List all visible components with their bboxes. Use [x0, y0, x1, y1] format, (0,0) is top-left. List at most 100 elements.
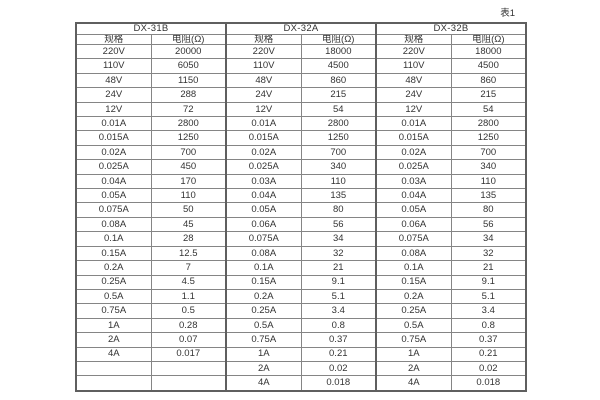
table-row: 0.25A 4.5 0.15A 9.1 0.15A 9.1 — [75, 274, 527, 290]
resistance-column-header: 电阻(Ω) — [300, 33, 377, 45]
table-row: 0.15A 12.5 0.08A 32 0.08A 32 — [75, 245, 527, 262]
resistance-cell: 0.21 — [300, 346, 377, 362]
spec-cell: 0.25A — [225, 303, 302, 319]
spec-cell: 0.05A — [225, 202, 302, 218]
resistance-cell: 700 — [450, 144, 527, 161]
resistance-cell: 4500 — [450, 58, 527, 74]
resistance-cell: 56 — [300, 216, 377, 233]
resistance-cell: 135 — [300, 188, 377, 204]
resistance-cell: 0.5 — [150, 303, 227, 319]
spec-cell: 0.75A — [225, 332, 302, 348]
spec-cell: 0.5A — [375, 317, 452, 334]
spec-cell: 0.2A — [225, 288, 302, 305]
spec-cell: 0.05A — [375, 202, 452, 218]
table-row: 0.01A 2800 0.01A 2800 0.01A 2800 — [75, 116, 527, 132]
spec-cell: 110V — [225, 58, 302, 74]
resistance-cell: 700 — [300, 144, 377, 161]
resistance-cell: 6050 — [150, 58, 227, 74]
resistance-cell: 700 — [150, 144, 227, 161]
spec-cell: 0.03A — [375, 173, 452, 190]
spec-cell: 24V — [375, 87, 452, 103]
spec-cell: 0.03A — [225, 173, 302, 190]
table-row: 0.02A 700 0.02A 700 0.02A 700 — [75, 144, 527, 161]
spec-cell: 0.015A — [375, 130, 452, 146]
resistance-cell: 0.017 — [150, 346, 227, 362]
resistance-cell: 34 — [300, 231, 377, 247]
spec-cell: 2A — [375, 360, 452, 377]
table-row: 0.04A 170 0.03A 110 0.03A 110 — [75, 173, 527, 190]
resistance-cell: 340 — [300, 159, 377, 175]
spec-cell: 2A — [75, 332, 152, 348]
spec-cell: 110V — [75, 58, 152, 74]
spec-cell: 12V — [225, 101, 302, 118]
resistance-cell: 9.1 — [450, 274, 527, 290]
spec-cell: 0.025A — [375, 159, 452, 175]
resistance-cell: 3.4 — [450, 303, 527, 319]
resistance-cell: 4.5 — [150, 274, 227, 290]
spec-cell: 24V — [225, 87, 302, 103]
table-row: 110V 6050 110V 4500 110V 4500 — [75, 58, 527, 74]
spec-cell: 0.075A — [225, 231, 302, 247]
spec-cell: 2A — [225, 360, 302, 377]
resistance-cell: 54 — [300, 101, 377, 118]
resistance-cell: 18000 — [300, 43, 377, 60]
resistance-cell: 340 — [450, 159, 527, 175]
resistance-cell: 7 — [150, 260, 227, 276]
resistance-cell: 80 — [300, 202, 377, 218]
table-row: 220V 20000 220V 18000 220V 18000 — [75, 43, 527, 60]
spec-cell: 0.1A — [225, 260, 302, 276]
resistance-cell: 50 — [150, 202, 227, 218]
resistance-cell: 110 — [300, 173, 377, 190]
table-row: 48V 1150 48V 860 48V 860 — [75, 72, 527, 89]
spec-cell: 48V — [75, 72, 152, 89]
resistance-cell: 450 — [150, 159, 227, 175]
table-row: 12V 72 12V 54 12V 54 — [75, 101, 527, 118]
spec-cell: 220V — [75, 43, 152, 60]
spec-cell — [75, 360, 152, 377]
resistance-cell: 0.28 — [150, 317, 227, 334]
spec-cell: 0.01A — [225, 116, 302, 132]
resistance-cell: 1250 — [300, 130, 377, 146]
spec-cell: 1A — [375, 346, 452, 362]
resistance-cell: 20000 — [150, 43, 227, 60]
spec-cell: 4A — [375, 375, 452, 392]
spec-cell: 0.04A — [225, 188, 302, 204]
spec-column-header: 规格 — [375, 33, 452, 45]
spec-cell: 220V — [225, 43, 302, 60]
spec-cell: 0.15A — [225, 274, 302, 290]
resistance-cell: 5.1 — [300, 288, 377, 305]
resistance-cell: 110 — [450, 173, 527, 190]
spec-cell: 0.025A — [225, 159, 302, 175]
spec-cell: 0.025A — [75, 159, 152, 175]
spec-cell: 0.15A — [75, 245, 152, 262]
resistance-cell: 170 — [150, 173, 227, 190]
spec-cell: 0.08A — [75, 216, 152, 233]
resistance-cell: 1.1 — [150, 288, 227, 305]
table-row: 0.1A 28 0.075A 34 0.075A 34 — [75, 231, 527, 247]
table-row: 0.025A 450 0.025A 340 0.025A 340 — [75, 159, 527, 175]
spec-cell: 0.01A — [75, 116, 152, 132]
table-row: 4A 0.017 1A 0.21 1A 0.21 — [75, 346, 527, 362]
resistance-cell: 21 — [450, 260, 527, 276]
spec-column-header: 规格 — [75, 33, 152, 45]
resistance-cell: 135 — [450, 188, 527, 204]
spec-cell: 0.25A — [75, 274, 152, 290]
resistance-cell: 1250 — [450, 130, 527, 146]
spec-cell: 24V — [75, 87, 152, 103]
resistance-cell: 0.37 — [300, 332, 377, 348]
spec-cell: 0.1A — [75, 231, 152, 247]
group-header-dx32b: DX-32B — [375, 22, 527, 35]
spec-cell: 0.015A — [75, 130, 152, 146]
resistance-cell: 18000 — [450, 43, 527, 60]
resistance-cell: 2800 — [300, 116, 377, 132]
spec-cell: 0.075A — [75, 202, 152, 218]
resistance-spec-table: DX-31B DX-32A DX-32B 规格 电阻(Ω) 规格 电阻(Ω) 规… — [75, 22, 528, 392]
resistance-cell: 0.02 — [450, 360, 527, 377]
spec-cell: 0.08A — [375, 245, 452, 262]
resistance-cell: 34 — [450, 231, 527, 247]
resistance-cell: 1250 — [150, 130, 227, 146]
subheader-row: 规格 电阻(Ω) 规格 电阻(Ω) 规格 电阻(Ω) — [75, 33, 527, 45]
table-row: 0.2A 7 0.1A 21 0.1A 21 — [75, 260, 527, 276]
spec-cell: 1A — [225, 346, 302, 362]
table-row: 24V 288 24V 215 24V 215 — [75, 87, 527, 103]
